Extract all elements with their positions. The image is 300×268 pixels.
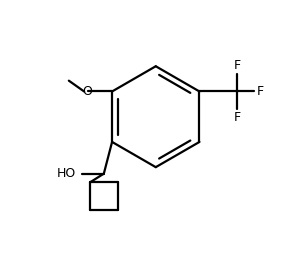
Text: O: O [82,85,92,98]
Text: F: F [256,85,264,98]
Text: HO: HO [57,167,76,180]
Text: F: F [233,111,241,124]
Text: F: F [233,59,241,72]
